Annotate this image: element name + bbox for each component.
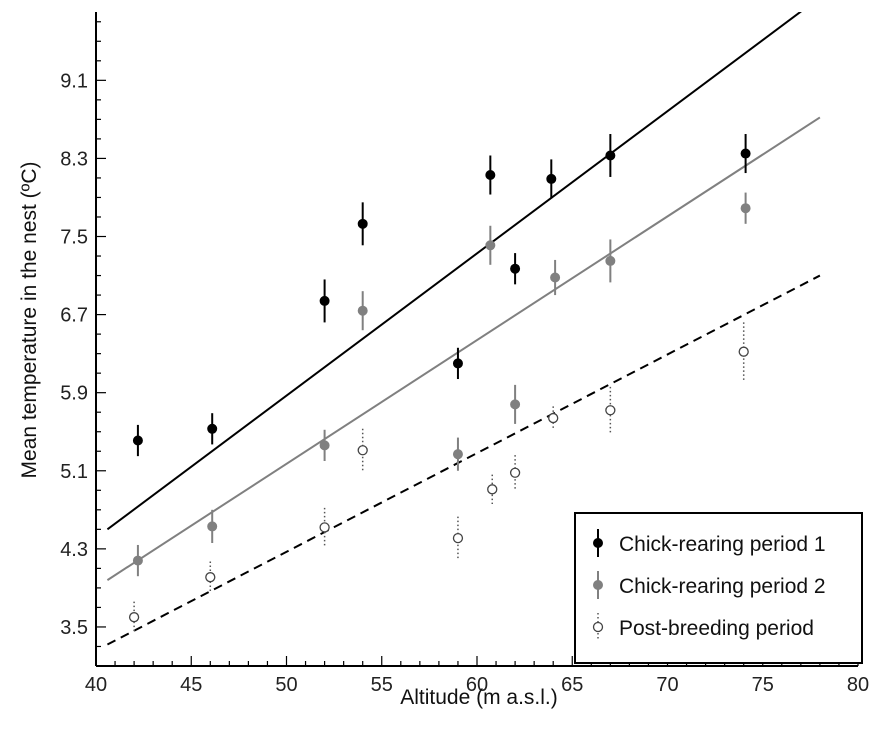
- data-point: [319, 440, 330, 451]
- legend-marker: [593, 580, 603, 590]
- y-tick-label: 7.5: [60, 227, 88, 249]
- data-point: [509, 467, 521, 478]
- data-point: [605, 405, 616, 416]
- data-point: [485, 170, 496, 181]
- data-point: [452, 532, 464, 544]
- data-points: [128, 148, 751, 623]
- x-axis-title: Altitude (m a.s.l.): [400, 686, 558, 709]
- legend-marker: [592, 621, 604, 633]
- data-point: [357, 445, 368, 456]
- data-point: [357, 305, 368, 316]
- x-tick-label: 50: [275, 674, 297, 696]
- data-point: [510, 399, 521, 410]
- data-point: [510, 263, 521, 274]
- x-tick-label: 75: [752, 674, 774, 696]
- x-tick-label: 45: [180, 674, 202, 696]
- legend-box: [574, 512, 863, 664]
- data-point: [128, 612, 140, 623]
- y-axis-title: Mean temperature in the nest (ºC): [18, 162, 41, 479]
- data-point: [132, 555, 143, 566]
- data-point: [452, 358, 463, 369]
- y-tick-label: 9.1: [60, 70, 88, 92]
- x-tick-label: 80: [847, 674, 869, 696]
- data-point: [319, 295, 330, 306]
- y-tick-label: 5.1: [60, 461, 88, 483]
- fit-lines: [106, 12, 821, 646]
- data-point: [605, 255, 616, 266]
- y-tick-label: 4.3: [60, 539, 88, 561]
- data-point: [487, 484, 498, 495]
- legend-label: Chick-rearing period 2: [619, 575, 826, 598]
- data-point: [548, 412, 559, 424]
- data-point: [740, 203, 751, 214]
- axes: 40 45 50 55 60 65 70 75 80 3.5 4.3 5.1 5.9 6.7 7.5 8.3 9…: [60, 12, 869, 696]
- data-point: [132, 435, 143, 446]
- data-point: [550, 272, 561, 283]
- data-point: [738, 346, 749, 357]
- data-point: [452, 449, 463, 460]
- x-tick-label: 70: [656, 674, 678, 696]
- y-tick-label: 5.9: [60, 383, 88, 405]
- legend: Chick-rearing period 1 Chick-rearing peri…: [574, 512, 863, 664]
- y-tick-label: 3.5: [60, 617, 88, 639]
- x-tick-label: 65: [561, 674, 583, 696]
- data-point: [207, 521, 218, 532]
- legend-label: Post-breeding period: [619, 617, 814, 640]
- x-tick-label: 40: [85, 674, 107, 696]
- data-point: [205, 572, 216, 583]
- fit-line-series-3: [106, 274, 821, 646]
- data-point: [605, 150, 616, 161]
- data-point: [546, 173, 557, 184]
- x-tick-label: 60: [466, 674, 488, 696]
- data-point: [207, 423, 218, 434]
- fit-line-series-1: [106, 12, 802, 531]
- y-tick-label: 6.7: [60, 305, 88, 327]
- data-point: [740, 148, 751, 159]
- data-point: [319, 522, 330, 533]
- legend-marker: [593, 538, 603, 548]
- fit-line-series-2: [106, 116, 821, 581]
- x-tick-label: 55: [371, 674, 393, 696]
- y-tick-label: 8.3: [60, 148, 88, 170]
- legend-label: Chick-rearing period 1: [619, 533, 826, 556]
- data-point: [485, 240, 496, 251]
- data-point: [357, 218, 368, 229]
